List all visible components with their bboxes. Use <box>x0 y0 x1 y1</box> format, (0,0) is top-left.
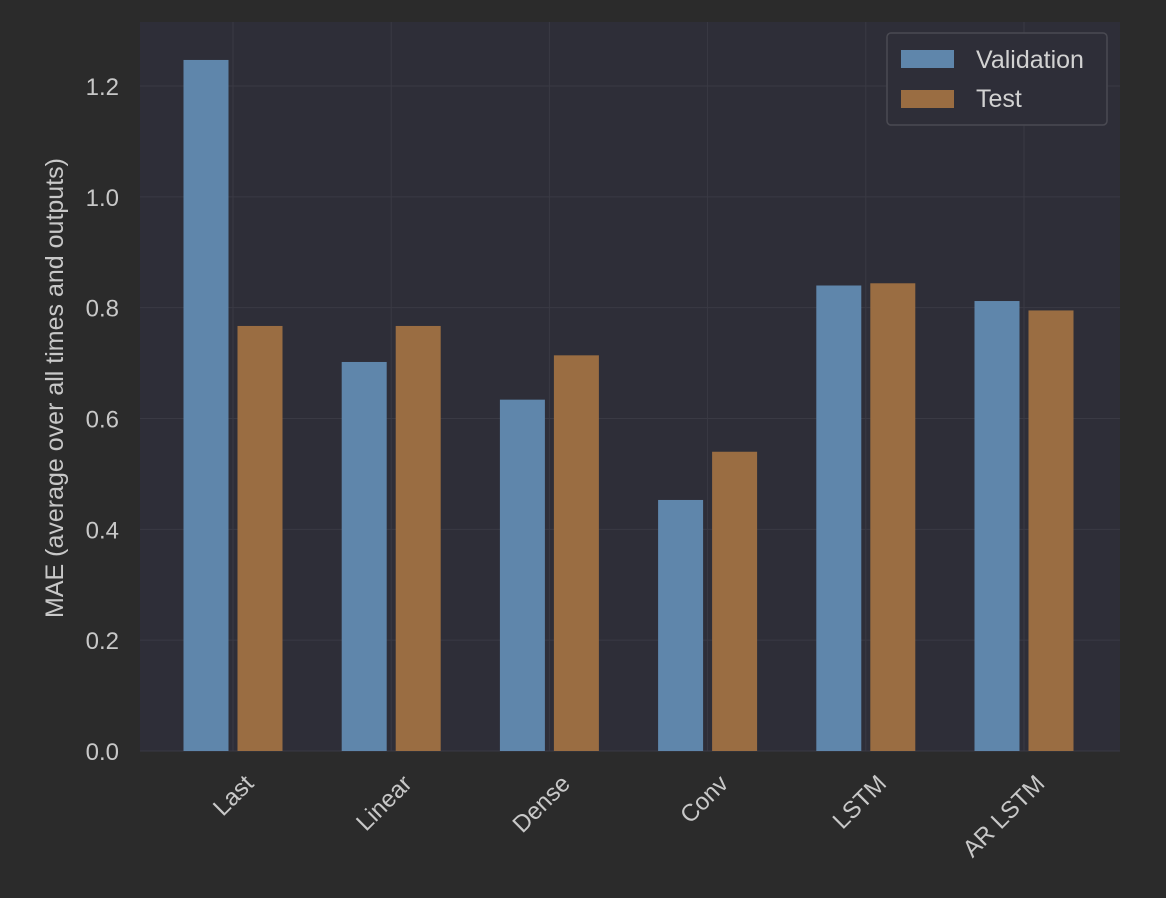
y-tick-label: 0.2 <box>86 628 119 655</box>
x-tick-label: LSTM <box>828 770 892 834</box>
legend-label-test: Test <box>976 85 1022 113</box>
y-axis: 0.0 0.2 0.4 0.6 0.8 1.0 1.2 <box>86 74 119 766</box>
y-tick-label: 0.0 <box>86 739 119 766</box>
y-tick-label: 1.0 <box>86 185 119 212</box>
grid <box>140 22 1120 752</box>
bar-test-linear <box>395 325 441 751</box>
bar-test-dense <box>553 355 599 751</box>
x-tick-label: Linear <box>351 770 417 836</box>
y-tick-label: 0.8 <box>86 296 119 323</box>
y-tick-label: 1.2 <box>86 74 119 101</box>
legend-swatch-validation <box>901 50 954 68</box>
bar-test-last <box>237 325 283 751</box>
x-axis: Last Linear Dense Conv LSTM AR LSTM <box>208 770 1050 863</box>
bar-validation-linear <box>341 361 387 751</box>
bar-validation-dense <box>499 399 545 751</box>
x-tick-label: Dense <box>507 770 575 838</box>
bar-validation-lstm <box>816 285 862 751</box>
y-tick-label: 0.6 <box>86 407 119 434</box>
x-tick-label: Last <box>208 770 259 821</box>
bar-validation-last <box>183 59 229 752</box>
legend-swatch-test <box>901 90 954 108</box>
bars <box>183 59 1074 752</box>
legend-label-validation: Validation <box>976 46 1084 74</box>
x-tick-label: AR LSTM <box>958 770 1051 863</box>
y-tick-label: 0.4 <box>86 517 119 544</box>
bar-validation-conv <box>658 499 704 751</box>
bar-test-conv <box>712 451 758 751</box>
bar-test-ar-lstm <box>1028 310 1074 751</box>
bar-test-lstm <box>870 283 916 751</box>
bar-validation-ar-lstm <box>974 301 1020 751</box>
x-tick-label: Conv <box>675 770 734 829</box>
y-axis-label: MAE (average over all times and outputs) <box>41 158 69 618</box>
plot-area <box>140 22 1120 751</box>
legend: Validation Test <box>886 32 1108 126</box>
